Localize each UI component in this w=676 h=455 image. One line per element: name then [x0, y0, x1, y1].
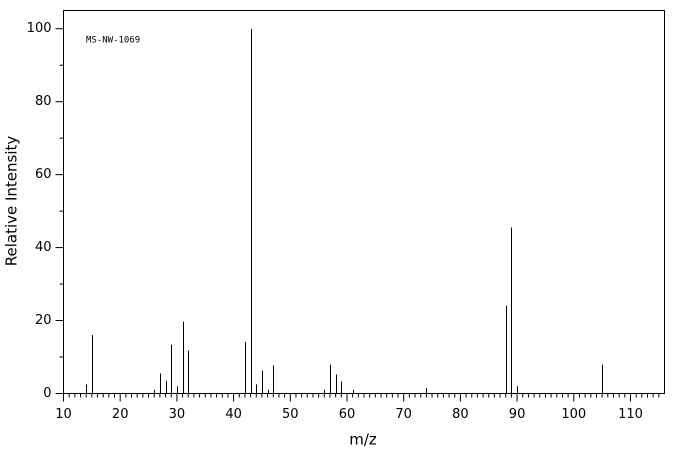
- y-tick-label: 40: [35, 240, 52, 255]
- x-tick-label: 30: [169, 407, 186, 422]
- x-tick-label: 20: [112, 407, 129, 422]
- annotation: MS-NW-1069: [86, 36, 140, 46]
- x-tick-label: 50: [282, 407, 299, 422]
- y-tick-label: 20: [35, 313, 52, 328]
- x-tick-label: 100: [561, 407, 586, 422]
- x-tick-label: 70: [395, 407, 412, 422]
- x-tick-label: 90: [509, 407, 526, 422]
- y-tick-label: 0: [43, 386, 51, 401]
- x-tick-label: 110: [618, 407, 643, 422]
- y-tick-label: 60: [35, 167, 52, 182]
- y-tick-label: 100: [27, 21, 52, 36]
- x-tick-label: 60: [339, 407, 356, 422]
- y-axis-label: Relative Intensity: [3, 136, 21, 267]
- x-axis-label: m/z: [349, 431, 377, 449]
- x-tick-label: 80: [452, 407, 469, 422]
- x-tick-label: 10: [55, 407, 72, 422]
- plot-frame: [63, 10, 665, 394]
- y-tick-label: 80: [35, 94, 52, 109]
- x-tick-label: 40: [225, 407, 242, 422]
